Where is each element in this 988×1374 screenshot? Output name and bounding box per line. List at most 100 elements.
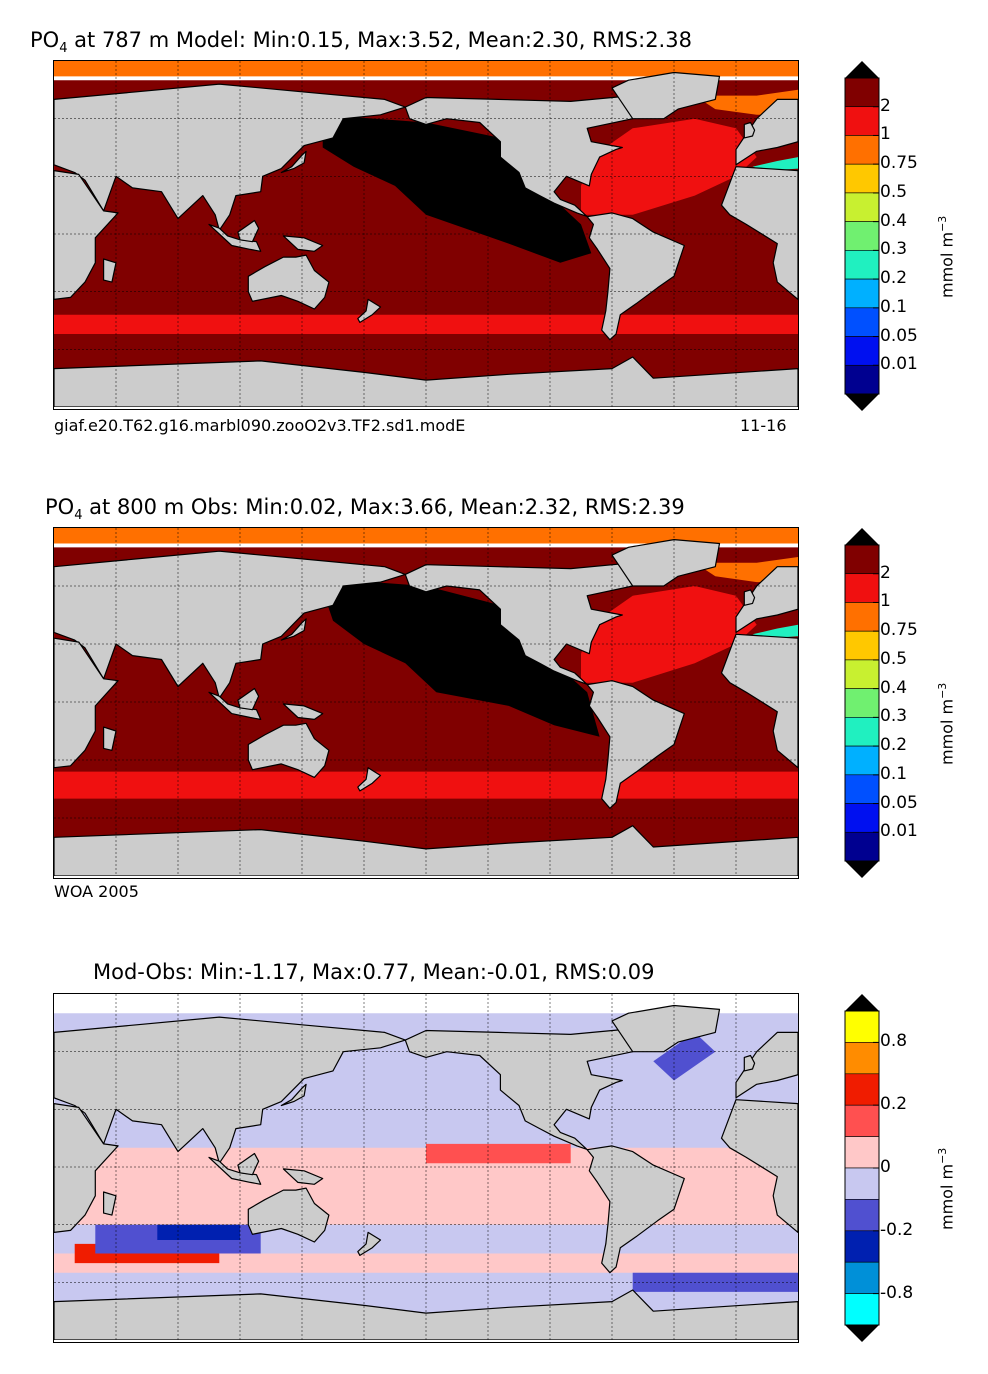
land-australia [247, 254, 330, 310]
land-new-zealand [357, 767, 382, 792]
colorbar-min-extend [845, 394, 879, 411]
land-africa [54, 169, 119, 300]
colorbar-frame [844, 544, 880, 862]
colorbar-segment [844, 278, 880, 309]
land-madagascar [102, 726, 117, 751]
title-text: PO [30, 28, 60, 52]
map-panel-difference [53, 993, 799, 1343]
colorbar-tick-label: 0.2 [880, 735, 908, 756]
colorbar-segment [844, 1042, 880, 1075]
colorbar-segment [844, 745, 880, 776]
colorbar-model: 2 1 0.75 0.5 0.4 0.3 0.2 0.1 0.05 0.01 mmol m−3 [844, 60, 988, 412]
colorbar-segment [844, 544, 880, 575]
colorbar-tick-label: 0.4 [880, 677, 908, 698]
map-panel-obs [53, 527, 799, 879]
land-new-zealand [357, 298, 382, 323]
colorbar-tick-label: 0.2 [880, 1094, 908, 1115]
land-new-zealand [357, 1231, 382, 1256]
field-mediterranean [752, 624, 798, 639]
colorbar-unit-label: mmol m−3 [936, 215, 957, 298]
colorbar-tick-label: -0.8 [880, 1282, 914, 1303]
colorbar-tick-label: 0 [880, 1157, 891, 1177]
field-north-atlantic [581, 118, 757, 215]
colorbar-svg [844, 528, 880, 878]
colorbar-segment [844, 831, 880, 862]
land-borneo [237, 219, 260, 243]
land-antarctica [54, 825, 798, 876]
colorbar-segment [844, 659, 880, 689]
colorbar-obs: 2 1 0.75 0.5 0.4 0.3 0.2 0.1 0.05 0.01 mmol m−3 [844, 527, 988, 879]
land-asia-europe [54, 550, 406, 699]
panel-1-title: PO4 at 787 m Model: Min:0.15, Max:3.52, … [30, 28, 692, 56]
land-australia [247, 722, 330, 778]
land-australia [247, 1187, 330, 1243]
colorbar-segment [844, 221, 880, 251]
land-europe-west [735, 566, 798, 634]
land-europe-west [735, 1031, 798, 1099]
colorbar-segment [844, 307, 880, 337]
panel-2-title: PO4 at 800 m Obs: Min:0.02, Max:3.66, Me… [45, 495, 685, 523]
land-indonesia [208, 223, 262, 252]
colorbar-max-extend [845, 528, 879, 545]
field-arctic-band [54, 61, 798, 77]
colorbar-segment [844, 364, 880, 395]
colorbar-tick-label: 2 [880, 562, 891, 583]
colorbar-unit-label: mmol m−3 [936, 1147, 957, 1230]
caption-case-name: giaf.e20.T62.g16.marbl090.zooO2v3.TF2.sd… [54, 416, 466, 435]
map-plot-area [54, 994, 798, 1340]
land-madagascar [102, 258, 117, 283]
land-uk [743, 1054, 756, 1072]
colorbar-min-extend [845, 861, 879, 878]
map-plot-area [54, 528, 798, 876]
colorbar-tick-label: 0.8 [880, 1031, 908, 1052]
colorbar-tick-label: 0.05 [880, 325, 918, 346]
field-positive-region [426, 1143, 571, 1164]
colorbar-segment [844, 717, 880, 747]
land-asia-europe [54, 1016, 406, 1164]
title-subscript: 4 [74, 508, 83, 524]
land-europe-west [735, 98, 798, 166]
land-new-guinea [282, 1168, 324, 1185]
land-indonesia [208, 1156, 262, 1185]
land-africa-west [720, 633, 798, 769]
land-uk [743, 121, 756, 139]
title-text: PO [45, 495, 75, 519]
title-subscript: 4 [59, 41, 68, 57]
panel-3-title: Mod-Obs: Min:-1.17, Max:0.77, Mean:-0.01… [93, 960, 654, 984]
land-africa [54, 637, 119, 769]
colorbar-segment [844, 250, 880, 280]
field-mediterranean [752, 157, 798, 171]
colorbar-tick-label: 0.1 [880, 296, 908, 317]
colorbar-difference: 0.8 0.2 0 -0.2 -0.8 mmol m−3 [844, 993, 988, 1343]
colorbar-tick-label: 0.3 [880, 239, 908, 260]
land-japan [280, 150, 307, 174]
colorbar-segment [844, 192, 880, 222]
colorbar-max-extend [845, 994, 879, 1011]
field-negative-region [653, 1032, 716, 1081]
colorbar-max-extend [845, 61, 879, 78]
colorbar-tick-label: 0.1 [880, 763, 908, 784]
colorbar-segment [844, 1167, 880, 1200]
colorbar-segment [844, 774, 880, 804]
land-new-guinea [282, 703, 324, 720]
field-north-atlantic [581, 586, 757, 683]
colorbar-segment [844, 1230, 880, 1263]
colorbar-segment [844, 336, 880, 366]
field-negative-region [157, 1224, 240, 1240]
land-uk [743, 589, 756, 606]
colorbar-tick-label: 2 [880, 95, 891, 116]
colorbar-segment [844, 1104, 880, 1137]
colorbar-tick-label: 0.75 [880, 620, 918, 641]
land-africa [54, 1102, 119, 1233]
field-north-pacific-high [322, 114, 592, 263]
land-japan [280, 1083, 307, 1107]
colorbar-tick-label: -0.2 [880, 1219, 914, 1240]
caption-years: 11-16 [740, 416, 787, 435]
colorbar-segment [844, 803, 880, 833]
colorbar-frame [844, 77, 880, 395]
colorbar-segment [844, 77, 880, 108]
land-asia-europe [54, 83, 406, 231]
field-north-pacific-high [318, 578, 600, 737]
colorbar-segment [844, 1136, 880, 1169]
colorbar-tick-label: 1 [880, 591, 891, 612]
